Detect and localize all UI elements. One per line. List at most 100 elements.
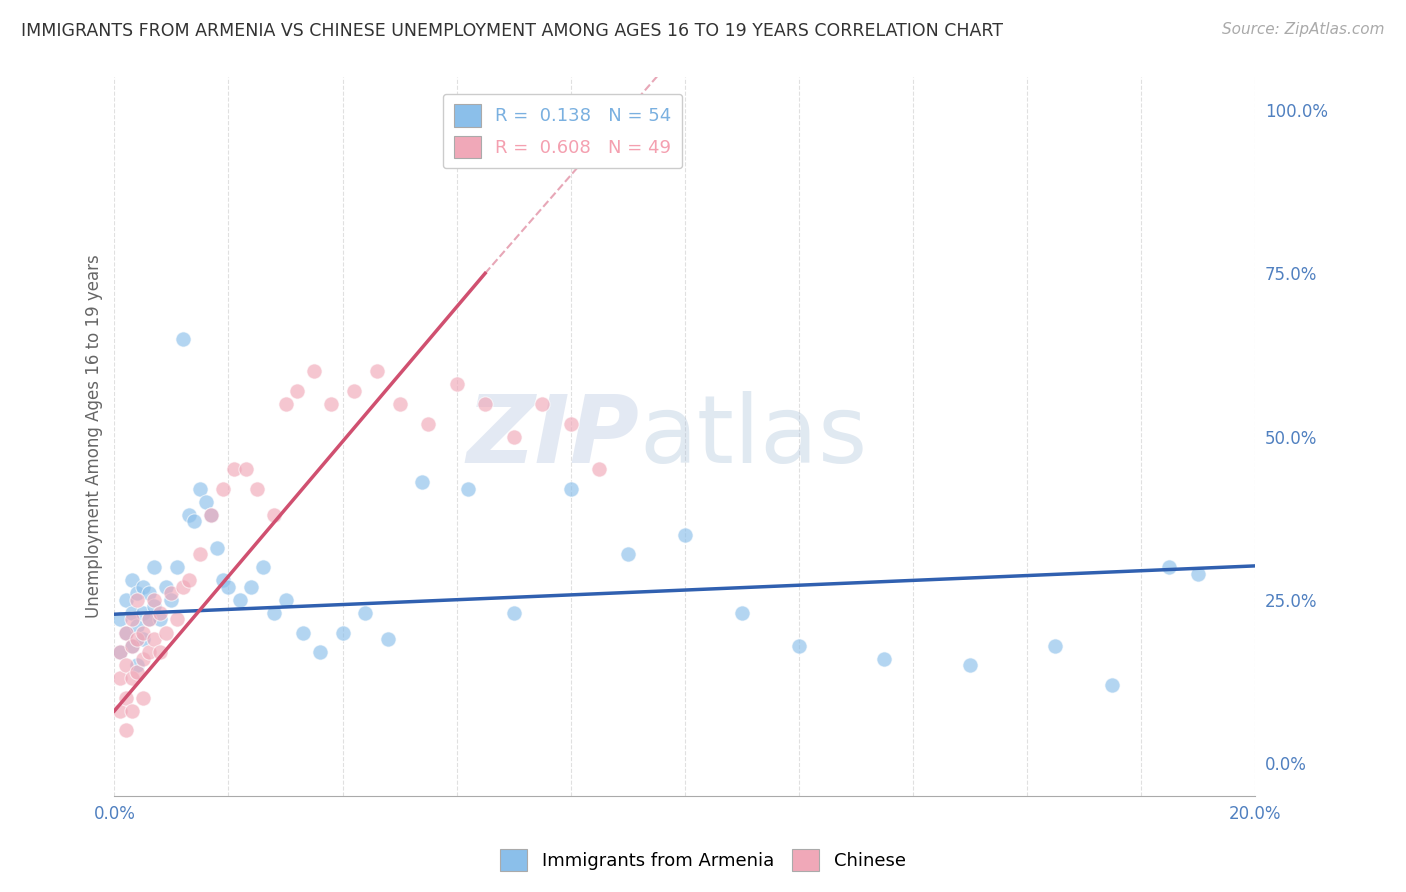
Point <box>211 482 233 496</box>
Point <box>211 574 233 588</box>
Point <box>235 462 257 476</box>
Point <box>166 560 188 574</box>
Point <box>155 580 177 594</box>
Point <box>177 574 200 588</box>
Point <box>143 592 166 607</box>
Point <box>291 625 314 640</box>
Point <box>114 625 136 640</box>
Point <box>224 462 246 476</box>
Point <box>121 612 143 626</box>
Point <box>143 560 166 574</box>
Point <box>502 429 524 443</box>
Point <box>127 632 149 646</box>
Point <box>787 639 810 653</box>
Point <box>166 612 188 626</box>
Point <box>132 625 155 640</box>
Point <box>108 704 131 718</box>
Point <box>274 592 297 607</box>
Point <box>416 417 439 431</box>
Point <box>160 586 183 600</box>
Point <box>302 364 325 378</box>
Point <box>127 619 149 633</box>
Point <box>114 592 136 607</box>
Point <box>377 632 399 646</box>
Point <box>308 645 330 659</box>
Point <box>200 508 222 522</box>
Point <box>194 495 217 509</box>
Point <box>108 612 131 626</box>
Point <box>588 462 610 476</box>
Point <box>108 671 131 685</box>
Y-axis label: Unemployment Among Ages 16 to 19 years: Unemployment Among Ages 16 to 19 years <box>86 255 103 618</box>
Point <box>673 527 696 541</box>
Text: Source: ZipAtlas.com: Source: ZipAtlas.com <box>1222 22 1385 37</box>
Point <box>263 606 285 620</box>
Point <box>114 658 136 673</box>
Point <box>114 690 136 705</box>
Point <box>560 417 582 431</box>
Point <box>172 580 194 594</box>
Point <box>114 723 136 738</box>
Point <box>143 599 166 614</box>
Point <box>285 384 308 398</box>
Point <box>332 625 354 640</box>
Point <box>246 482 269 496</box>
Point <box>388 397 411 411</box>
Point <box>188 547 211 561</box>
Point <box>132 690 155 705</box>
Point <box>138 586 160 600</box>
Point <box>114 625 136 640</box>
Point <box>132 632 155 646</box>
Point <box>172 332 194 346</box>
Point <box>108 645 131 659</box>
Text: IMMIGRANTS FROM ARMENIA VS CHINESE UNEMPLOYMENT AMONG AGES 16 TO 19 YEARS CORREL: IMMIGRANTS FROM ARMENIA VS CHINESE UNEMP… <box>21 22 1002 40</box>
Point <box>616 547 638 561</box>
Point <box>531 397 554 411</box>
Point <box>138 612 160 626</box>
Point <box>502 606 524 620</box>
Point <box>155 625 177 640</box>
Point <box>343 384 366 398</box>
Point <box>160 592 183 607</box>
Point <box>252 560 274 574</box>
Text: atlas: atlas <box>640 391 868 483</box>
Point <box>132 651 155 665</box>
Point <box>121 671 143 685</box>
Point <box>121 606 143 620</box>
Point <box>1159 560 1181 574</box>
Point <box>127 665 149 679</box>
Point <box>138 612 160 626</box>
Point <box>149 606 172 620</box>
Point <box>121 704 143 718</box>
Legend: Immigrants from Armenia, Chinese: Immigrants from Armenia, Chinese <box>494 842 912 879</box>
Point <box>1101 678 1123 692</box>
Point <box>121 574 143 588</box>
Point <box>1187 566 1209 581</box>
Point <box>200 508 222 522</box>
Point <box>457 482 479 496</box>
Point <box>132 606 155 620</box>
Point <box>446 377 468 392</box>
Point <box>560 482 582 496</box>
Text: ZIP: ZIP <box>467 391 640 483</box>
Point <box>138 645 160 659</box>
Point <box>321 397 343 411</box>
Point <box>229 592 252 607</box>
Point <box>959 658 981 673</box>
Point <box>263 508 285 522</box>
Point <box>127 592 149 607</box>
Point <box>873 651 896 665</box>
Point <box>149 645 172 659</box>
Point <box>143 632 166 646</box>
Legend: R =  0.138   N = 54, R =  0.608   N = 49: R = 0.138 N = 54, R = 0.608 N = 49 <box>443 94 682 169</box>
Point <box>411 475 433 490</box>
Point <box>274 397 297 411</box>
Point <box>474 397 496 411</box>
Point <box>188 482 211 496</box>
Point <box>366 364 388 378</box>
Point <box>217 580 239 594</box>
Point <box>183 515 205 529</box>
Point <box>127 658 149 673</box>
Point <box>108 645 131 659</box>
Point <box>177 508 200 522</box>
